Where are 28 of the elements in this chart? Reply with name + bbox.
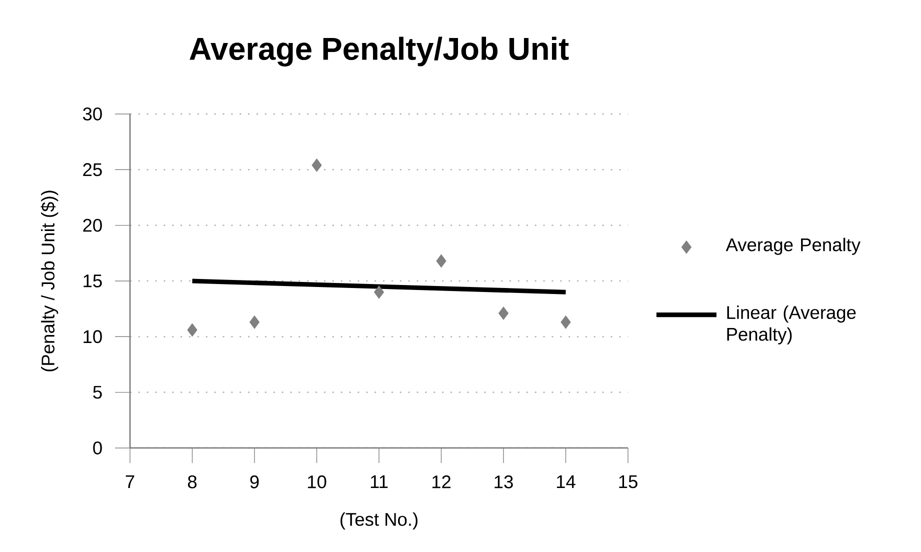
y-tick-label: 0 <box>93 441 102 454</box>
x-axis-title: (Test No.) <box>340 512 418 530</box>
y-tick-label: 15 <box>84 274 102 288</box>
legend-label: Linear (Average Penalty) <box>727 306 856 344</box>
y-tick-label: 5 <box>93 386 102 399</box>
x-tick-label: 9 <box>250 475 259 488</box>
point <box>187 324 198 336</box>
chart-title: Average Penalty/Job Unit <box>190 36 569 66</box>
legend-label: Average Penalty <box>726 238 860 255</box>
point <box>436 254 446 268</box>
x-tick-label: 7 <box>126 475 134 488</box>
y-tick-label: 20 <box>83 218 102 232</box>
point <box>374 286 384 298</box>
x-tick-label: 8 <box>188 475 197 488</box>
x-tick-label: 12 <box>432 475 450 488</box>
y-tick-label: 30 <box>82 107 102 120</box>
y-tick-label: 10 <box>84 330 102 344</box>
x-tick-label: 10 <box>308 475 326 488</box>
x-tick-label: 14 <box>556 475 576 488</box>
y-axis-title: (Penalty / Job Unit ($)) <box>40 190 58 372</box>
point <box>498 306 508 320</box>
point <box>250 316 260 329</box>
y-tick-label: 25 <box>83 163 102 176</box>
x-tick-label: 11 <box>370 475 388 488</box>
x-tick-label: 13 <box>494 475 513 488</box>
x-tick-label: 15 <box>619 475 638 488</box>
point <box>560 316 571 329</box>
point <box>312 158 322 172</box>
